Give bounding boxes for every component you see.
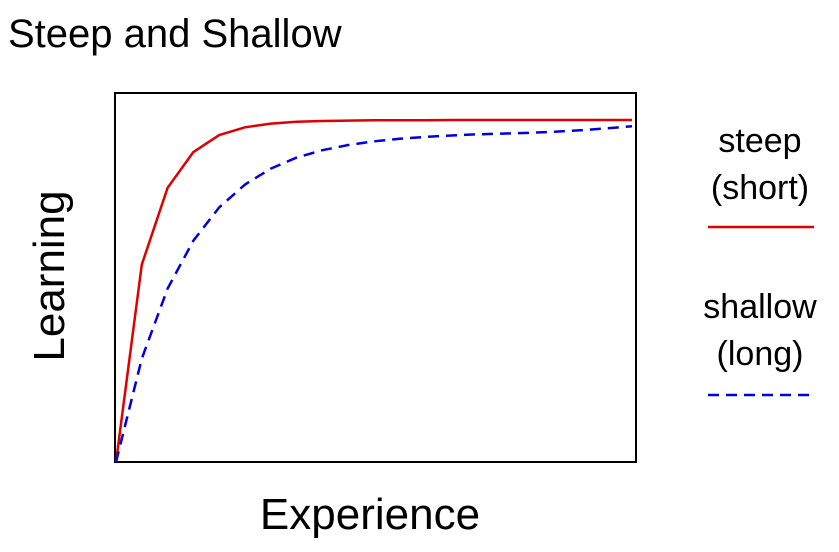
series-line-shallow	[114, 124, 633, 463]
series-line-steep	[114, 118, 632, 463]
legend-label-shallow-line-1: shallow	[703, 288, 817, 326]
legend-label-steep-line-1: steep	[718, 122, 801, 160]
x-axis-label: Experience	[260, 490, 480, 539]
legend-label-steep-line-2: (short)	[711, 169, 809, 207]
plot-area-frame	[114, 92, 637, 463]
chart-title: Steep and Shallow	[8, 12, 342, 56]
legend: steep (short) shallow (long)	[703, 122, 817, 397]
y-axis-label: Learning	[25, 190, 74, 361]
legend-item-steep: steep (short)	[708, 122, 814, 229]
series-layer	[114, 118, 633, 463]
legend-label-shallow-line-2: (long)	[717, 335, 804, 373]
legend-item-shallow: shallow (long)	[703, 288, 817, 397]
